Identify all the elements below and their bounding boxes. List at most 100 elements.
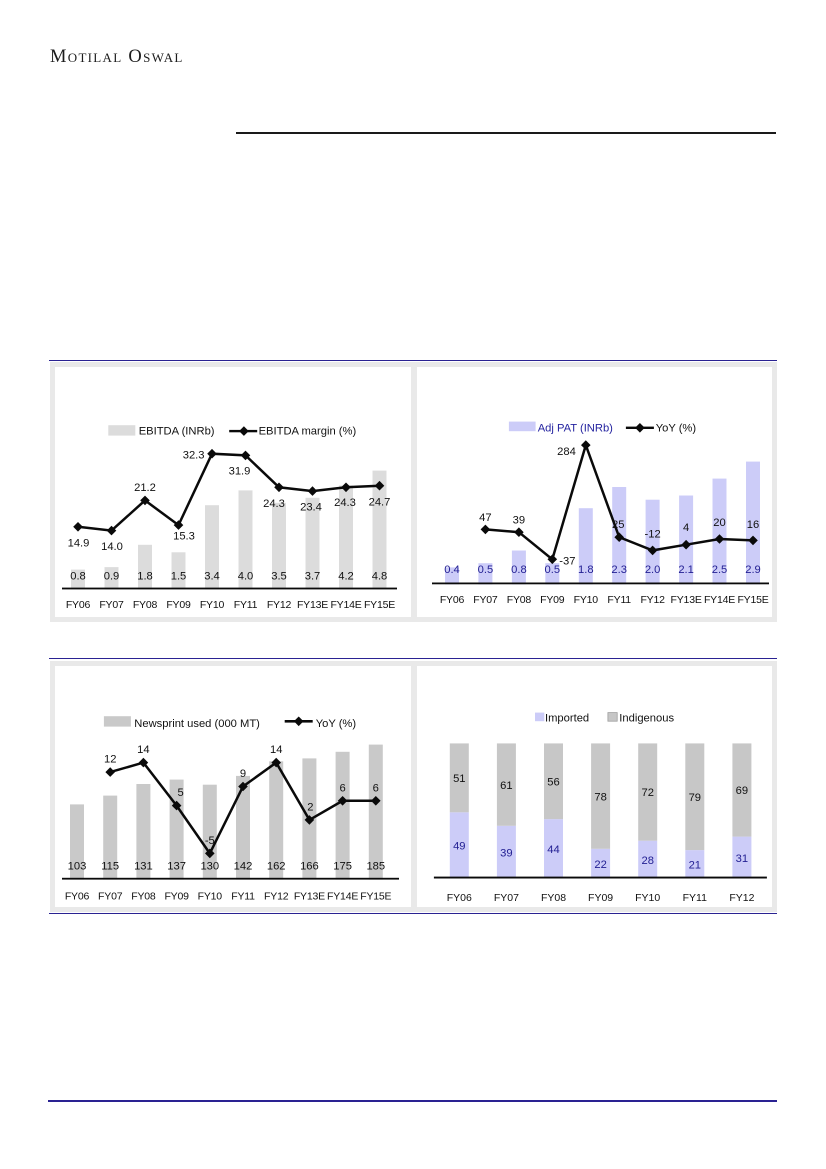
svg-text:FY12: FY12	[267, 599, 292, 611]
svg-text:FY13E: FY13E	[297, 599, 328, 611]
svg-text:21: 21	[689, 860, 701, 872]
svg-text:14.9: 14.9	[68, 537, 90, 549]
svg-text:9: 9	[240, 768, 246, 780]
svg-text:69: 69	[736, 785, 748, 797]
svg-text:-5: -5	[205, 835, 215, 847]
svg-text:39: 39	[513, 515, 525, 527]
svg-text:FY09: FY09	[164, 891, 189, 903]
svg-text:FY08: FY08	[507, 594, 532, 606]
svg-text:14: 14	[270, 744, 282, 756]
svg-text:4.0: 4.0	[238, 571, 254, 583]
svg-text:FY09: FY09	[166, 599, 191, 611]
svg-text:FY14E: FY14E	[330, 599, 361, 611]
svg-text:0.5: 0.5	[478, 564, 494, 576]
svg-text:22: 22	[594, 859, 606, 871]
svg-text:FY10: FY10	[574, 594, 599, 606]
svg-text:EBITDA margin (%): EBITDA margin (%)	[259, 426, 357, 438]
svg-text:20: 20	[713, 517, 725, 529]
svg-text:24.7: 24.7	[369, 496, 391, 508]
svg-text:142: 142	[234, 861, 253, 873]
svg-text:FY07: FY07	[473, 594, 498, 606]
svg-text:103: 103	[68, 861, 87, 873]
svg-text:FY06: FY06	[65, 891, 90, 903]
svg-text:32.3: 32.3	[183, 450, 205, 462]
svg-text:51: 51	[453, 773, 465, 785]
svg-text:FY09: FY09	[588, 892, 613, 904]
svg-text:FY09: FY09	[540, 594, 565, 606]
svg-text:FY11: FY11	[683, 892, 707, 904]
svg-text:44: 44	[547, 844, 559, 856]
svg-text:2.3: 2.3	[611, 564, 627, 576]
svg-text:12: 12	[104, 754, 116, 766]
svg-text:Imported: Imported	[545, 713, 589, 725]
svg-text:FY06: FY06	[66, 599, 91, 611]
svg-text:-37: -37	[559, 555, 575, 567]
svg-text:FY10: FY10	[200, 599, 225, 611]
svg-text:FY08: FY08	[131, 891, 156, 903]
svg-text:31.9: 31.9	[229, 466, 251, 478]
svg-text:FY06: FY06	[440, 594, 465, 606]
svg-text:Indigenous: Indigenous	[619, 713, 674, 725]
svg-text:1.8: 1.8	[137, 571, 153, 583]
svg-text:185: 185	[366, 861, 385, 873]
svg-text:FY07: FY07	[99, 599, 124, 611]
svg-text:284: 284	[557, 446, 576, 458]
svg-text:3.7: 3.7	[305, 571, 321, 583]
svg-text:166: 166	[300, 861, 319, 873]
svg-text:0.4: 0.4	[444, 564, 460, 576]
svg-text:FY12: FY12	[729, 892, 754, 904]
svg-text:25: 25	[612, 519, 624, 531]
svg-text:FY07: FY07	[98, 891, 123, 903]
svg-text:39: 39	[500, 847, 512, 859]
svg-text:FY08: FY08	[541, 892, 566, 904]
svg-text:2.0: 2.0	[645, 564, 661, 576]
svg-text:72: 72	[641, 787, 653, 799]
svg-text:FY15E: FY15E	[360, 891, 391, 903]
svg-text:FY13E: FY13E	[294, 891, 325, 903]
svg-text:FY11: FY11	[607, 594, 631, 606]
svg-text:0.8: 0.8	[511, 564, 527, 576]
svg-text:131: 131	[134, 861, 153, 873]
svg-text:1.5: 1.5	[171, 571, 187, 583]
svg-text:21.2: 21.2	[134, 482, 156, 494]
svg-text:FY12: FY12	[264, 891, 289, 903]
svg-text:4.8: 4.8	[372, 571, 388, 583]
svg-text:2: 2	[307, 801, 313, 813]
svg-text:28: 28	[641, 855, 653, 867]
svg-text:6: 6	[373, 782, 379, 794]
svg-text:FY07: FY07	[494, 892, 519, 904]
svg-text:FY06: FY06	[447, 892, 472, 904]
svg-text:FY15E: FY15E	[737, 594, 768, 606]
svg-text:Adj PAT (INRb): Adj PAT (INRb)	[538, 423, 613, 435]
svg-text:FY12: FY12	[640, 594, 665, 606]
svg-text:15.3: 15.3	[173, 531, 195, 543]
svg-text:FY10: FY10	[198, 891, 223, 903]
svg-text:14.0: 14.0	[101, 541, 123, 553]
svg-text:FY11: FY11	[234, 599, 258, 611]
svg-text:FY14E: FY14E	[704, 594, 735, 606]
svg-text:61: 61	[500, 780, 512, 792]
svg-text:Newsprint used (000 MT): Newsprint used (000 MT)	[134, 718, 260, 730]
svg-text:14: 14	[137, 744, 149, 756]
svg-text:162: 162	[267, 861, 286, 873]
svg-text:FY10: FY10	[635, 892, 660, 904]
svg-text:0.9: 0.9	[104, 571, 120, 583]
svg-text:16: 16	[747, 519, 759, 531]
svg-text:137: 137	[167, 861, 186, 873]
svg-text:2.5: 2.5	[712, 564, 728, 576]
svg-text:3.4: 3.4	[204, 571, 220, 583]
svg-text:FY15E: FY15E	[364, 599, 395, 611]
svg-text:49: 49	[453, 841, 465, 853]
svg-text:2.1: 2.1	[678, 564, 694, 576]
svg-text:130: 130	[200, 861, 219, 873]
svg-text:115: 115	[101, 861, 119, 873]
svg-text:47: 47	[479, 512, 491, 524]
svg-text:24.3: 24.3	[334, 497, 356, 509]
svg-text:-12: -12	[645, 528, 661, 540]
svg-text:6: 6	[339, 782, 345, 794]
svg-text:1.8: 1.8	[578, 564, 594, 576]
svg-text:2.9: 2.9	[745, 564, 761, 576]
svg-text:0.8: 0.8	[70, 571, 86, 583]
svg-text:175: 175	[333, 861, 352, 873]
svg-text:YoY (%): YoY (%)	[656, 423, 697, 435]
